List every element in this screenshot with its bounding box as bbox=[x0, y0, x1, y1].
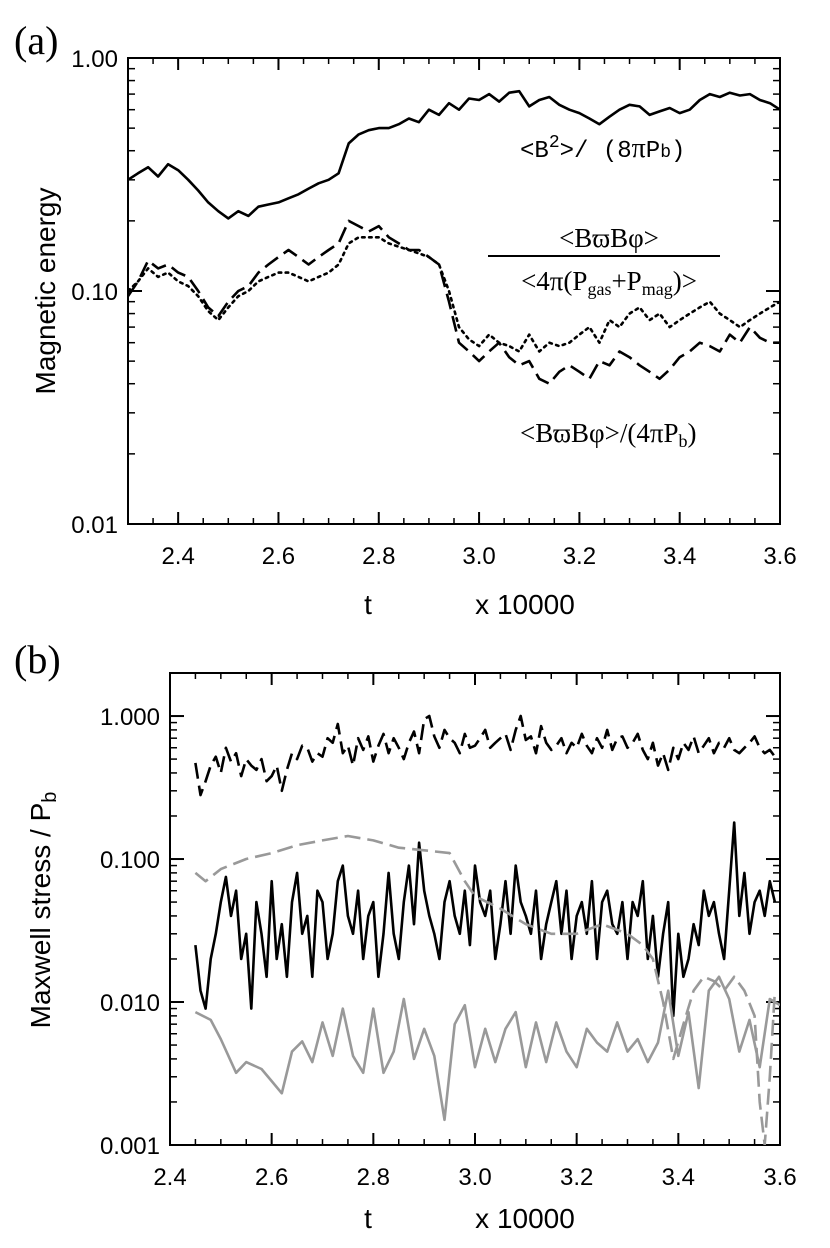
panel-label-a: (a) bbox=[14, 18, 58, 63]
x-tick-label-b-6: 3.6 bbox=[763, 1164, 796, 1191]
annotation-fraction-denominator: <4π(Pgas+Pmag)> bbox=[521, 266, 697, 299]
series-line-b-3 bbox=[194, 975, 780, 1122]
y-tick-label-b-1: 0.010 bbox=[100, 990, 160, 1017]
x-axis-title-a: t bbox=[364, 589, 372, 620]
y-tick-label-a-2: 1.00 bbox=[71, 46, 118, 73]
axes-b: 2.4 2.6 2.8 3.0 3.2 3.4 3.6 0.001 0.010 0.100 1.00… bbox=[100, 672, 797, 1191]
x-tick-label-a-3: 3.0 bbox=[462, 543, 495, 570]
y-tick-label-b-3: 1.000 bbox=[100, 704, 160, 731]
x-tick-label-a-6: 3.6 bbox=[763, 543, 796, 570]
x-tick-label-a-5: 3.4 bbox=[663, 543, 696, 570]
series-line-b-1 bbox=[194, 821, 777, 1018]
series-line-b-2 bbox=[194, 834, 777, 1145]
y-tick-label-a-1: 0.10 bbox=[71, 279, 118, 306]
series-line-a-1 bbox=[128, 219, 780, 386]
panel-label-b: (b) bbox=[14, 637, 61, 682]
x-tick-label-b-0: 2.4 bbox=[153, 1164, 186, 1191]
y-tick-label-a-0: 0.01 bbox=[71, 512, 118, 539]
annotation-bwbp-over-4pi-pb: <BϖBφ>/(4πPb) bbox=[520, 418, 696, 451]
annotation-b2-over-8pi-pb: <B2>/ (8πPb) bbox=[520, 133, 685, 165]
x-tick-label-b-1: 2.6 bbox=[255, 1164, 288, 1191]
x-tick-label-a-1: 2.6 bbox=[262, 543, 295, 570]
x-tick-label-a-2: 2.8 bbox=[362, 543, 395, 570]
y-axis-title-b: Maxwell stress / Pb bbox=[25, 792, 61, 1029]
x-tick-label-b-5: 3.4 bbox=[662, 1164, 695, 1191]
y-axis-title-a: Magnetic energy bbox=[30, 187, 61, 394]
x-axis-title-b: t bbox=[364, 1203, 372, 1234]
annotation-fraction-numerator: <BϖBφ> bbox=[559, 223, 659, 253]
axes-a: 2.4 2.6 2.8 3.0 3.2 3.4 3.6 0.01 0.10 1.00 bbox=[71, 46, 796, 570]
panel-a: 2.4 2.6 2.8 3.0 3.2 3.4 3.6 0.01 0.10 1.00 Magnet… bbox=[30, 46, 797, 620]
y-tick-label-b-0: 0.001 bbox=[100, 1133, 160, 1160]
x-tick-label-b-4: 3.2 bbox=[560, 1164, 593, 1191]
x-tick-label-a-4: 3.2 bbox=[563, 543, 596, 570]
x-axis-multiplier-a: x 10000 bbox=[475, 589, 575, 620]
x-tick-label-a-0: 2.4 bbox=[161, 543, 194, 570]
y-tick-label-b-2: 0.100 bbox=[100, 847, 160, 874]
series-line-b-0 bbox=[194, 714, 776, 797]
x-axis-multiplier-b: x 10000 bbox=[475, 1203, 575, 1234]
x-tick-label-b-2: 2.8 bbox=[357, 1164, 390, 1191]
x-tick-label-b-3: 3.0 bbox=[458, 1164, 491, 1191]
panel-b: 2.4 2.6 2.8 3.0 3.2 3.4 3.6 0.001 0.010 0.100 1.00… bbox=[25, 672, 797, 1234]
series-line-a-2 bbox=[128, 236, 780, 353]
series-line-a-0 bbox=[128, 89, 780, 220]
